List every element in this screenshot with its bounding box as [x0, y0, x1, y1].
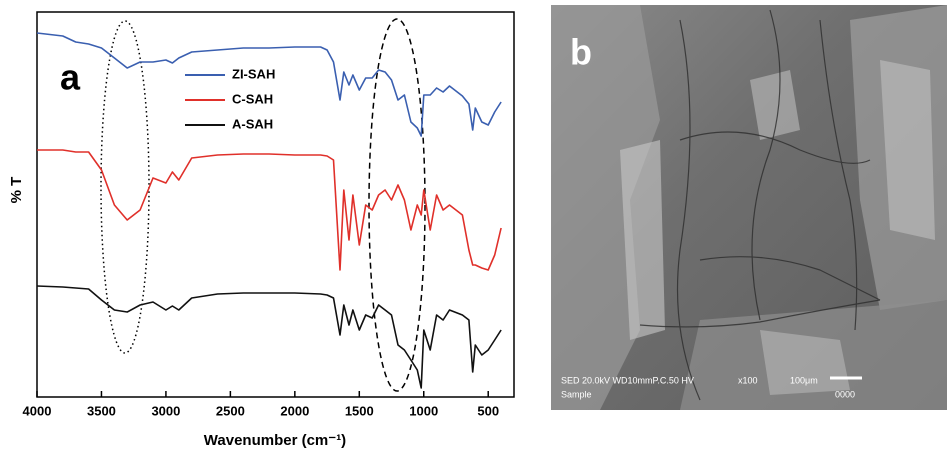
- sem-sample: Sample: [561, 389, 592, 399]
- spectrum-line: [36, 285, 502, 389]
- highlight-ellipse: [368, 18, 426, 392]
- plot-frame: [36, 11, 515, 398]
- sem-number: 0000: [835, 389, 855, 399]
- sem-info: SED 20.0kV WD10mmP.C.50 HV: [561, 375, 694, 385]
- spectrum-line: [36, 32, 502, 137]
- sem-magnification: x100: [738, 375, 758, 385]
- x-tick-label: 1500: [345, 403, 374, 418]
- spectrum-line: [37, 149, 502, 271]
- panel-label: b: [570, 32, 592, 73]
- x-axis-label: Wavenumber (cm⁻¹): [204, 432, 346, 449]
- sem-scale: 100μm: [790, 375, 818, 385]
- x-tick-label: 4000: [23, 403, 52, 418]
- x-tick-label: 500: [477, 403, 499, 418]
- panel-label: a: [60, 57, 81, 98]
- sem-image: b SED 20.0kV WD10mmP.C.50 HV x100 100μm …: [551, 5, 947, 410]
- x-tick-label: 3500: [87, 403, 116, 418]
- x-tick-label: 3000: [151, 403, 180, 418]
- legend-label: ZI-SAH: [232, 66, 275, 81]
- legend-label: C-SAH: [232, 91, 273, 106]
- x-tick-label: 2000: [280, 403, 309, 418]
- legend-label: A-SAH: [232, 116, 273, 131]
- x-tick-label: 2500: [216, 403, 245, 418]
- y-axis-label: % T: [8, 177, 25, 204]
- x-tick-label: 1000: [409, 403, 438, 418]
